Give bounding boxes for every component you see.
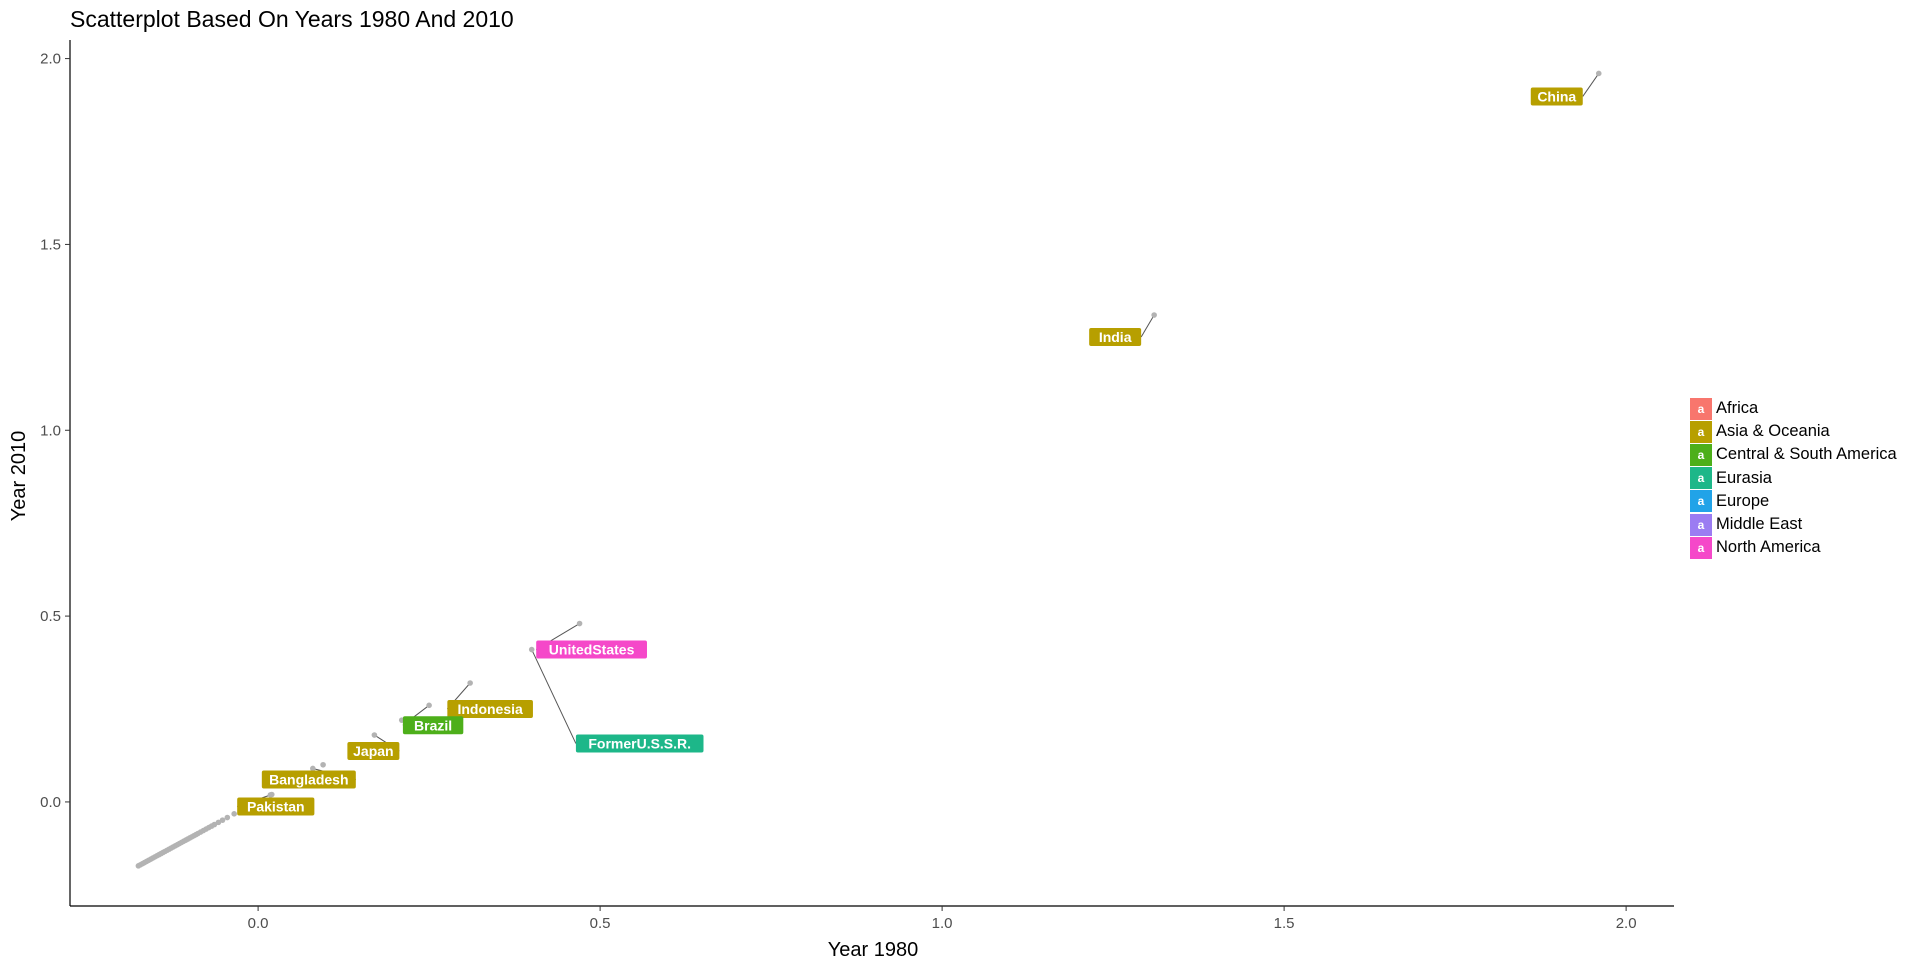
label-connectors (237, 73, 1600, 807)
point-label: Bangladesh (269, 771, 348, 787)
y-axis-title: Year 2010 (8, 431, 30, 521)
y-tick-label: 1.0 (40, 422, 61, 439)
legend-item: a Middle East (1690, 513, 1897, 536)
x-axis-title: Year 1980 (828, 939, 918, 960)
scatter-point (215, 819, 222, 826)
x-tick-label: 1.5 (1274, 915, 1295, 932)
scatter-point (211, 821, 218, 828)
y-tick-label: 0.0 (40, 794, 61, 811)
label-connector (1140, 314, 1155, 338)
legend-key: a (1690, 490, 1712, 513)
legend-label: Africa (1716, 399, 1759, 418)
point-label-box (402, 716, 464, 735)
scatter-point (320, 761, 326, 768)
axes: 0.0 0.5 1.0 1.5 2.0 0.0 0.5 1.0 1.5 2.0 (40, 40, 1674, 932)
legend-key: a (1690, 513, 1712, 536)
y-tick-label: 2.0 (40, 51, 61, 68)
point-labels: China India FormerU.S.S.R. UnitedStates Indo… (237, 87, 1583, 816)
point-label: Japan (353, 743, 393, 759)
point-label-box (536, 640, 647, 659)
scatter-point (426, 702, 432, 709)
point-label-box (1530, 87, 1583, 106)
scatter-point (371, 732, 378, 738)
y-tick-label: 0.5 (40, 608, 61, 625)
point-label-box (575, 734, 704, 753)
x-tick-label: 0.0 (248, 915, 269, 932)
point-label-box (261, 770, 356, 789)
legend: a Africa a Asia & Oceania a Central & South A… (1690, 397, 1897, 559)
legend-key: a (1690, 536, 1712, 559)
legend-key: a (1690, 443, 1712, 466)
legend-item: a North America (1690, 536, 1897, 559)
point-label-box (347, 742, 400, 761)
point-label-box (447, 699, 533, 718)
scatter-point (1595, 70, 1602, 77)
legend-label: North America (1716, 538, 1821, 557)
scatter-point (310, 765, 316, 772)
scatter-point (467, 680, 473, 686)
legend-label: Middle East (1716, 515, 1803, 534)
legend-key: a (1690, 467, 1712, 490)
scatter-point (231, 811, 237, 817)
legend-item: a Africa (1690, 397, 1897, 420)
point-label: FormerU.S.S.R. (588, 736, 691, 752)
point-label-box (237, 797, 315, 816)
legend-key: a (1690, 397, 1712, 420)
scatter-point (219, 817, 226, 823)
chart-title: Scatterplot Based On Years 1980 And 2010 (70, 6, 514, 32)
legend-label: Central & South America (1716, 445, 1897, 464)
point-label: Pakistan (247, 798, 305, 814)
point-label: UnitedStates (549, 642, 635, 658)
point-label: India (1099, 329, 1132, 345)
legend-label: Europe (1716, 491, 1770, 510)
x-tick-label: 1.0 (932, 915, 953, 932)
scatter-point (1151, 312, 1157, 318)
legend-label: Eurasia (1716, 468, 1772, 487)
legend-item: a Eurasia (1690, 467, 1897, 490)
legend-item: a Central & South America (1690, 443, 1897, 466)
legend-key: a (1690, 420, 1712, 443)
y-tick-label: 1.5 (40, 236, 61, 253)
x-tick-label: 0.5 (590, 915, 611, 932)
legend-label: Asia & Oceania (1716, 422, 1830, 441)
point-label: Brazil (414, 717, 452, 733)
legend-item: a Europe (1690, 490, 1897, 513)
scatter-point (268, 791, 275, 798)
label-connector (531, 649, 577, 744)
scatter-point (224, 814, 231, 821)
point-label: China (1537, 88, 1576, 104)
x-tick-label: 2.0 (1616, 915, 1637, 932)
point-label: Indonesia (457, 701, 523, 717)
scatter-point (576, 620, 583, 627)
point-label-box (1089, 328, 1142, 347)
scatter-point (528, 646, 535, 653)
legend-item: a Asia & Oceania (1690, 420, 1897, 443)
label-connector (1582, 73, 1600, 97)
